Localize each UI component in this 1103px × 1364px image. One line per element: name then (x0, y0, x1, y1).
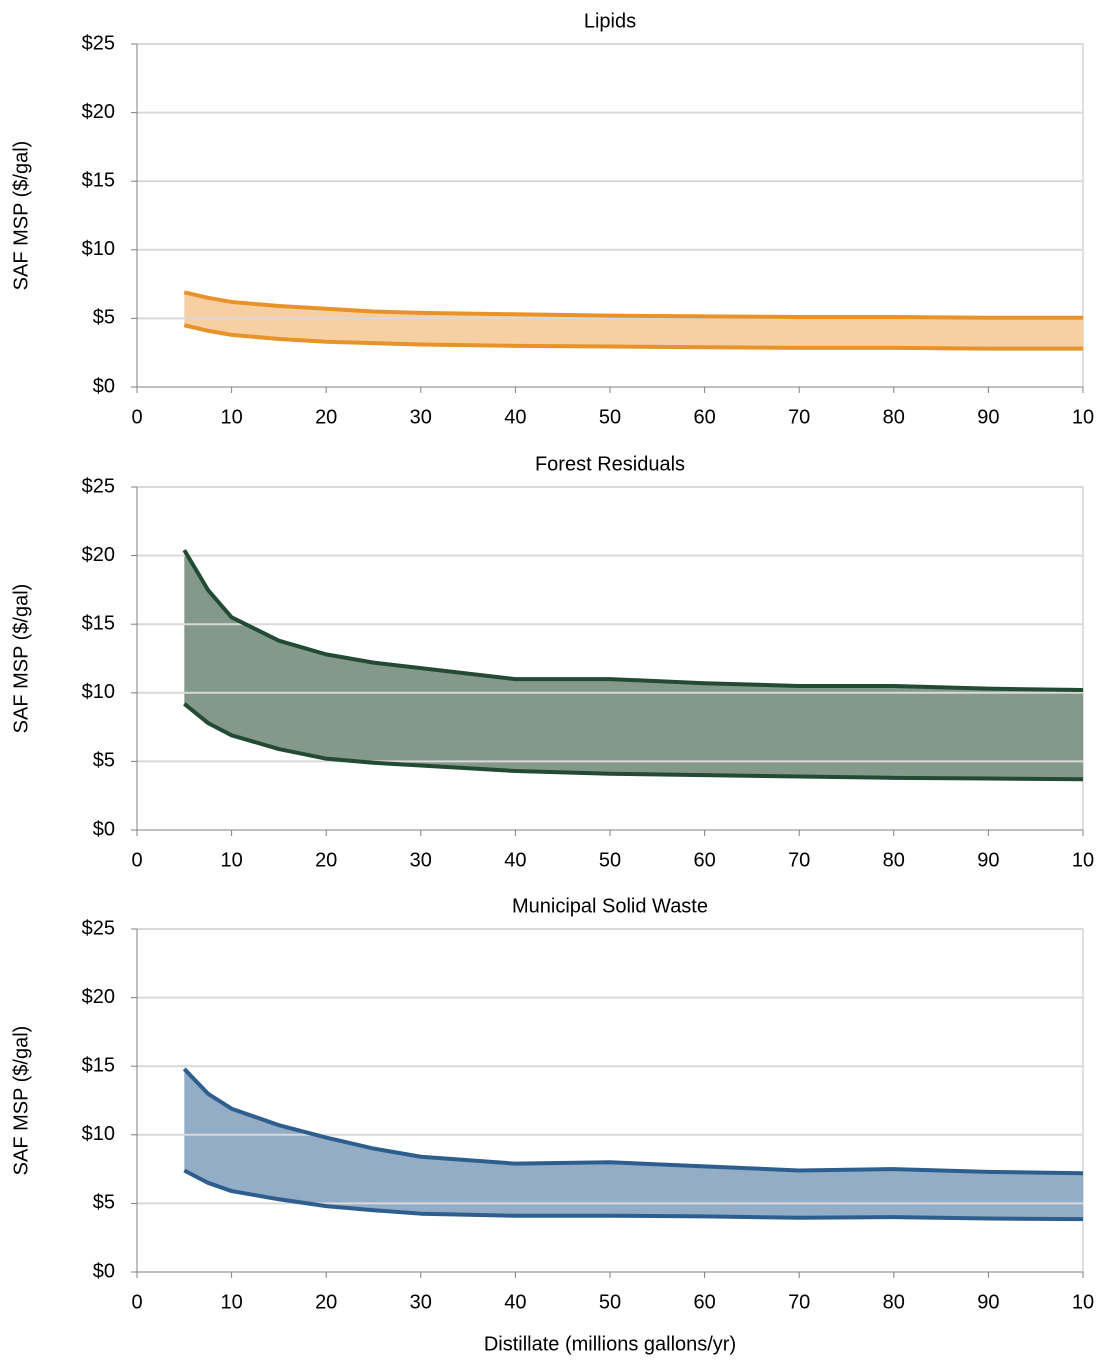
y-tick-label: $5 (93, 307, 115, 329)
y-axis-label: SAF MSP ($/gal) (10, 1026, 32, 1176)
x-tick-label: 30 (410, 406, 432, 428)
x-tick-label: 40 (504, 406, 526, 428)
x-tick-label: 20 (315, 1291, 337, 1313)
lower-line (183, 323, 1083, 351)
x-tick-label: 70 (788, 849, 810, 871)
x-axis-label: Distillate (millions gallons/yr) (484, 1333, 736, 1355)
y-tick-label: $15 (82, 169, 115, 191)
plot-border (136, 928, 1084, 1273)
x-tick-label: 10 (1072, 406, 1094, 428)
x-tick-label: 90 (977, 849, 999, 871)
x-tick-label: 40 (504, 1291, 526, 1313)
y-tick-label: $15 (82, 612, 115, 634)
upper-line (182, 1067, 1084, 1176)
y-axis-label: SAF MSP ($/gal) (10, 584, 32, 734)
x-tick-label: 90 (977, 1291, 999, 1313)
upper-line (182, 549, 1084, 693)
x-tick-label: 30 (410, 849, 432, 871)
x-tick-label: 60 (693, 849, 715, 871)
y-tick-label: $20 (82, 544, 115, 566)
x-tick-label: 50 (599, 406, 621, 428)
x-tick-label: 70 (788, 406, 810, 428)
range-band (184, 292, 1084, 349)
chart-title: Lipids (584, 10, 636, 32)
x-tick-label: 80 (883, 849, 905, 871)
y-tick-label: $0 (93, 818, 115, 840)
x-tick-label: 20 (315, 849, 337, 871)
upper-line (183, 290, 1083, 320)
x-tick-label: 0 (131, 1291, 142, 1313)
y-tick-label: $0 (93, 1260, 115, 1282)
x-tick-label: 10 (1072, 1291, 1094, 1313)
y-tick-label: $20 (82, 986, 115, 1008)
y-tick-label: $10 (82, 681, 115, 703)
x-tick-label: 90 (977, 406, 999, 428)
x-tick-label: 10 (220, 849, 242, 871)
x-tick-label: 10 (220, 1291, 242, 1313)
x-tick-label: 50 (599, 849, 621, 871)
chart-title: Municipal Solid Waste (512, 895, 708, 917)
x-tick-label: 60 (693, 406, 715, 428)
y-tick-label: $5 (93, 750, 115, 772)
chart-title: Forest Residuals (535, 453, 685, 475)
y-tick-label: $25 (82, 917, 115, 939)
x-tick-label: 0 (131, 406, 142, 428)
x-tick-label: 20 (315, 406, 337, 428)
lower-line (183, 1168, 1084, 1222)
x-tick-label: 70 (788, 1291, 810, 1313)
x-tick-label: 30 (410, 1291, 432, 1313)
y-tick-label: $5 (93, 1192, 115, 1214)
y-tick-label: $25 (82, 32, 115, 54)
x-tick-label: 80 (883, 406, 905, 428)
lower-line (183, 702, 1084, 782)
y-tick-label: $10 (82, 238, 115, 260)
x-tick-label: 10 (1072, 849, 1094, 871)
y-axis-label: SAF MSP ($/gal) (10, 141, 32, 291)
range-band (184, 550, 1084, 780)
x-tick-label: 60 (693, 1291, 715, 1313)
y-tick-label: $20 (82, 101, 115, 123)
x-tick-label: 10 (220, 406, 242, 428)
y-tick-label: $15 (82, 1054, 115, 1076)
y-tick-label: $0 (93, 375, 115, 397)
y-tick-label: $10 (82, 1123, 115, 1145)
x-tick-label: 50 (599, 1291, 621, 1313)
y-tick-label: $25 (82, 475, 115, 497)
x-tick-label: 40 (504, 849, 526, 871)
range-band (184, 1068, 1084, 1220)
x-tick-label: 0 (131, 849, 142, 871)
x-tick-label: 80 (883, 1291, 905, 1313)
